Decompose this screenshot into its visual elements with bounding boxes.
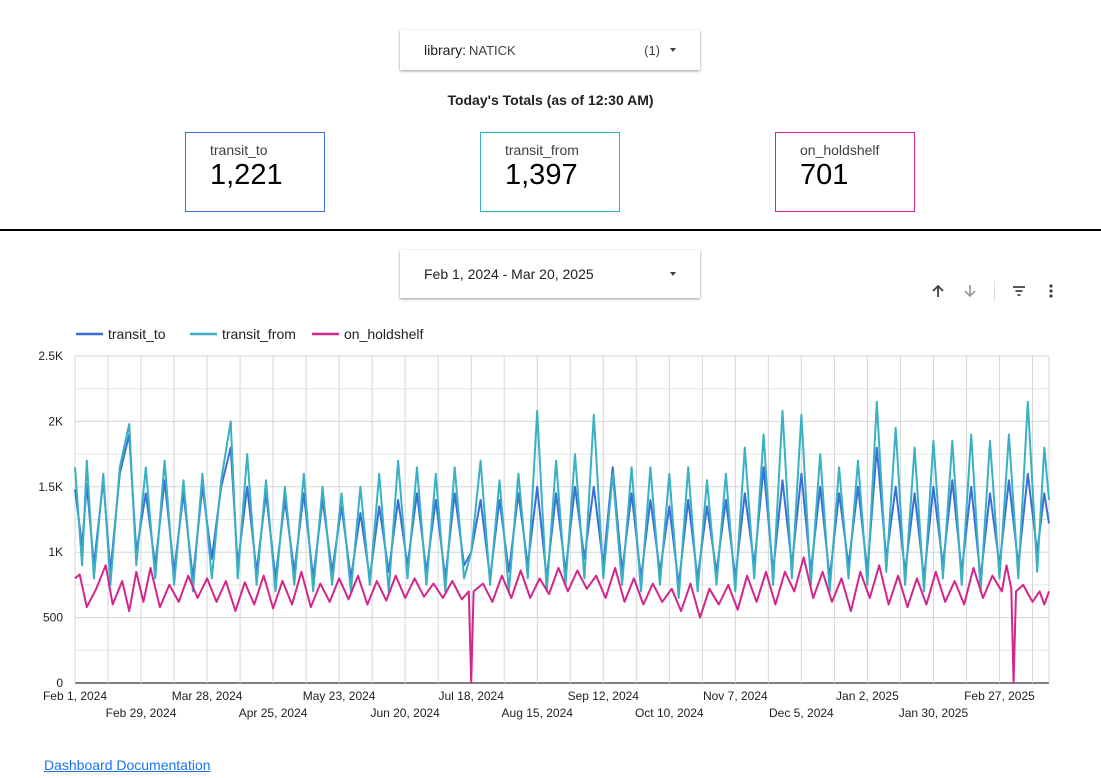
toolbar-divider (994, 281, 995, 301)
library-filter-value: NATICK (469, 42, 516, 58)
x-tick-label: Oct 10, 2024 (635, 706, 704, 720)
y-tick-label: 500 (43, 611, 63, 625)
scorecard-transit-to: transit_to 1,221 (185, 132, 325, 212)
legend-label: transit_from (222, 326, 296, 342)
x-tick-label: May 23, 2024 (303, 689, 376, 703)
x-tick-label: Sep 12, 2024 (568, 689, 640, 703)
y-tick-label: 1K (48, 545, 63, 559)
more-vert-icon[interactable] (1040, 280, 1062, 302)
totals-title: Today's Totals (as of 12:30 AM) (447, 92, 654, 108)
chart-legend: transit_to transit_from on_holdshelf (76, 326, 424, 342)
x-axis-labels: Feb 1, 2024 Feb 29, 2024 Mar 28, 2024 Apr 2… (43, 689, 1035, 720)
y-tick-label: 2K (48, 414, 63, 428)
library-filter-dropdown[interactable]: library: NATICK (1) (400, 30, 700, 70)
caret-down-icon (670, 48, 676, 52)
scorecard-transit-from: transit_from 1,397 (480, 132, 620, 212)
y-tick-label: 1.5K (38, 480, 63, 494)
x-tick-label: Feb 27, 2025 (964, 689, 1035, 703)
date-range-label: Feb 1, 2024 - Mar 20, 2025 (424, 266, 594, 282)
library-filter-count: (1) (644, 42, 660, 58)
library-filter-label: library: (424, 42, 467, 58)
dashboard-documentation-link[interactable]: Dashboard Documentation (44, 757, 211, 773)
x-tick-label: Feb 1, 2024 (43, 689, 107, 703)
x-tick-label: Feb 29, 2024 (106, 706, 177, 720)
x-tick-label: Aug 15, 2024 (502, 706, 574, 720)
y-tick-label: 2.5K (38, 349, 63, 363)
scorecard-label: transit_from (505, 142, 579, 158)
x-tick-label: Apr 25, 2024 (239, 706, 308, 720)
arrow-up-icon[interactable] (927, 280, 949, 302)
y-axis-labels: 0 500 1K 1.5K 2K 2.5K (38, 349, 63, 690)
x-tick-label: Jun 20, 2024 (370, 706, 440, 720)
x-tick-label: Mar 28, 2024 (172, 689, 243, 703)
series-lines (74, 400, 1050, 684)
scorecard-value: 1,221 (210, 159, 283, 191)
scorecard-label: transit_to (210, 142, 268, 158)
filter-icon[interactable] (1008, 280, 1030, 302)
series-line-transit-from (74, 400, 1050, 599)
legend-label: transit_to (108, 326, 166, 342)
x-tick-label: Jan 2, 2025 (836, 689, 899, 703)
caret-down-icon (670, 272, 676, 276)
chart-grid (74, 355, 1050, 684)
scorecard-label: on_holdshelf (800, 142, 880, 158)
x-tick-label: Jan 30, 2025 (899, 706, 969, 720)
x-tick-label: Nov 7, 2024 (703, 689, 768, 703)
arrow-down-icon[interactable] (959, 280, 981, 302)
scorecard-on-holdshelf: on_holdshelf 701 (775, 132, 915, 212)
date-range-picker[interactable]: Feb 1, 2024 - Mar 20, 2025 (400, 250, 700, 298)
scorecard-value: 701 (800, 159, 849, 191)
scorecard-value: 1,397 (505, 159, 578, 191)
y-tick-label: 0 (56, 676, 63, 690)
x-tick-label: Jul 18, 2024 (439, 689, 505, 703)
section-divider (0, 229, 1101, 231)
legend-label: on_holdshelf (344, 326, 424, 342)
timeseries-chart: transit_to transit_from on_holdshelf 0 500 1… (38, 326, 1050, 720)
x-tick-label: Dec 5, 2024 (769, 706, 834, 720)
series-line-on-holdshelf (74, 556, 1050, 684)
